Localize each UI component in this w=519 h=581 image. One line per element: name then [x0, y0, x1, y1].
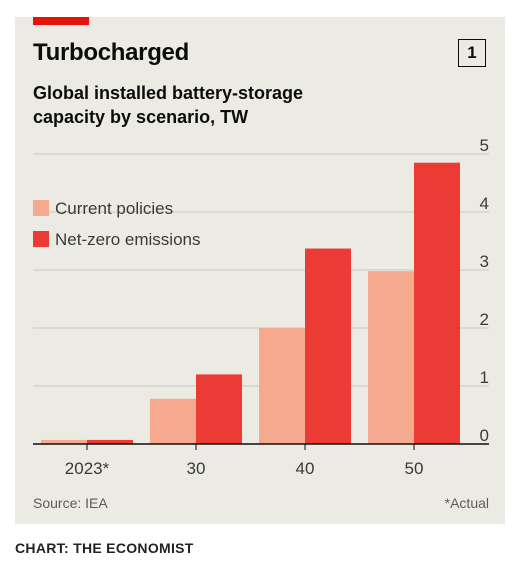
chart-credit: CHART: THE ECONOMIST	[15, 540, 194, 556]
legend-label: Current policies	[55, 199, 173, 218]
legend-swatch	[33, 231, 49, 247]
legend-label: Net-zero emissions	[55, 230, 201, 249]
source-note: Source: IEA	[33, 495, 108, 511]
y-tick-label: 3	[480, 252, 489, 271]
footnote: *Actual	[444, 495, 489, 511]
bar	[259, 328, 305, 444]
bars	[41, 162, 460, 444]
bar	[305, 248, 351, 444]
y-tick-label: 4	[480, 194, 489, 213]
y-tick-label: 1	[480, 368, 489, 387]
x-tick-label: 40	[296, 459, 315, 478]
chart-subtitle: Global installed battery-storage capacit…	[33, 83, 304, 127]
y-tick-label: 2	[480, 310, 489, 329]
bar	[150, 398, 196, 444]
bar-chart: 0 1 2 3 4 5 2023* 30 40 50 Current policies Net-ze…	[33, 136, 489, 478]
bar	[87, 439, 133, 444]
bar	[414, 162, 460, 444]
accent-bar	[33, 17, 89, 25]
legend: Current policies Net-zero emissions	[33, 199, 201, 249]
bar	[368, 271, 414, 444]
chart-title: Turbocharged	[33, 39, 189, 66]
chart-panel: Turbocharged Global installed battery-st…	[15, 17, 505, 524]
bar	[41, 439, 87, 444]
y-tick-label: 5	[480, 136, 489, 155]
x-tick-label: 2023*	[65, 459, 110, 478]
axes: 0 1 2 3 4 5 2023* 30 40 50	[33, 136, 489, 478]
legend-swatch	[33, 200, 49, 216]
x-tick-label: 30	[187, 459, 206, 478]
chart-number-badge: 1	[458, 39, 486, 67]
y-tick-label: 0	[480, 426, 489, 445]
bar	[196, 374, 242, 444]
x-tick-label: 50	[405, 459, 424, 478]
